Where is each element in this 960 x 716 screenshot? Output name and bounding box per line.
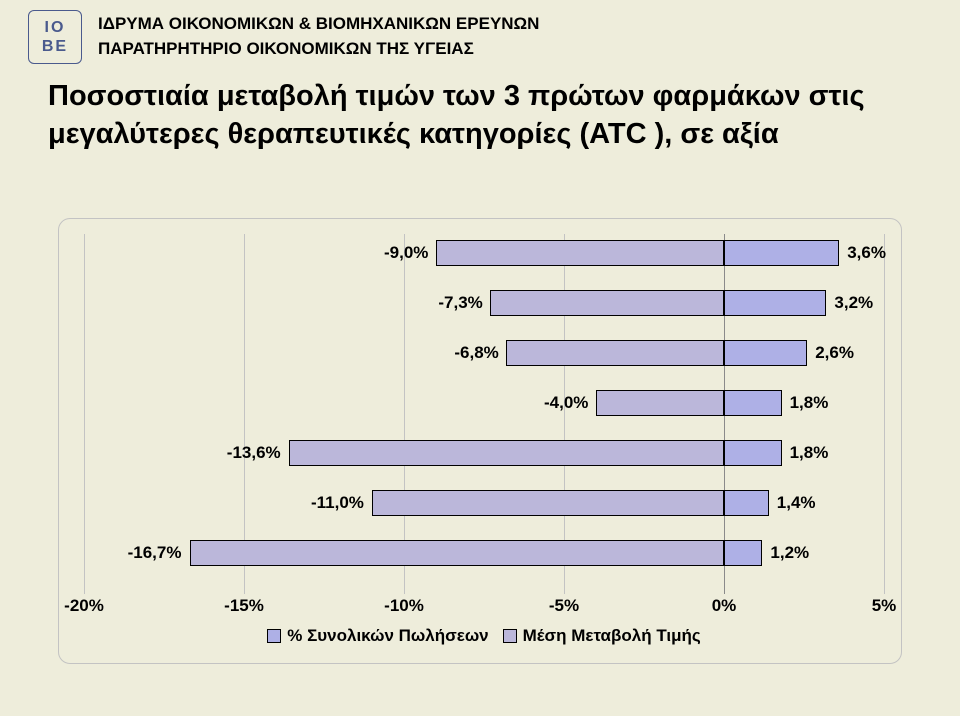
value-label-sales-A: 1,8%	[790, 440, 829, 466]
header-line-1: ΙΔΡΥΜΑ ΟΙΚΟΝΟΜΙΚΩΝ & ΒΙΟΜΗΧΑΝΙΚΩΝ ΕΡΕΥΝΩ…	[98, 12, 539, 37]
logo-line-bottom: BE	[42, 37, 68, 56]
legend-label: Μέση Μεταβολή Τιμής	[523, 626, 701, 646]
bar-sales-M	[724, 290, 826, 316]
bar-price-R	[596, 390, 724, 416]
value-label-sales-B: 3,6%	[847, 240, 886, 266]
grid-line	[884, 234, 885, 594]
logo-line-top: IO	[45, 18, 66, 37]
x-tick-label: 0%	[712, 596, 737, 616]
value-label-sales-N: 1,4%	[777, 490, 816, 516]
logo: IO BE	[28, 10, 82, 64]
bar-price-N	[372, 490, 724, 516]
header: IO BE ΙΔΡΥΜΑ ΟΙΚΟΝΟΜΙΚΩΝ & ΒΙΟΜΗΧΑΝΙΚΩΝ …	[0, 0, 960, 68]
legend-swatch	[503, 629, 517, 643]
bar-price-C	[506, 340, 724, 366]
header-texts: ΙΔΡΥΜΑ ΟΙΚΟΝΟΜΙΚΩΝ & ΒΙΟΜΗΧΑΝΙΚΩΝ ΕΡΕΥΝΩ…	[98, 10, 539, 61]
value-label-price-B: -9,0%	[384, 240, 428, 266]
value-label-price-C: -6,8%	[454, 340, 498, 366]
bar-sales-N	[724, 490, 769, 516]
legend: % Συνολικών Πωλήσεων Μέση Μεταβολή Τιμής	[84, 626, 884, 646]
bar-sales-C	[724, 340, 807, 366]
x-tick-label: -10%	[384, 596, 424, 616]
bar-price-M	[490, 290, 724, 316]
header-line-2: ΠΑΡΑΤΗΡΗΤΗΡΙΟ ΟΙΚΟΝΟΜΙΚΩΝ ΤΗΣ ΥΓΕΙΑΣ	[98, 37, 539, 62]
value-label-price-A: -13,6%	[227, 440, 281, 466]
bar-sales-A	[724, 440, 782, 466]
value-label-price-N: -11,0%	[311, 490, 364, 516]
legend-item: Μέση Μεταβολή Τιμής	[503, 626, 701, 646]
value-label-price-J: -16,7%	[128, 540, 182, 566]
bar-sales-B	[724, 240, 839, 266]
value-label-price-M: -7,3%	[438, 290, 482, 316]
bar-sales-R	[724, 390, 782, 416]
bar-sales-J	[724, 540, 762, 566]
x-tick-label: -20%	[64, 596, 104, 616]
grid-line	[84, 234, 85, 594]
value-label-sales-M: 3,2%	[834, 290, 873, 316]
page-title: Ποσοστιαία μεταβολή τιμών των 3 πρώτων φ…	[0, 68, 960, 165]
legend-swatch	[267, 629, 281, 643]
bar-price-J	[190, 540, 724, 566]
chart-plot: -20%-15%-10%-5%0%5%B3,6%-9,0%M3,2%-7,3%C…	[84, 234, 884, 594]
legend-item: % Συνολικών Πωλήσεων	[267, 626, 488, 646]
bar-price-A	[289, 440, 724, 466]
value-label-sales-C: 2,6%	[815, 340, 854, 366]
x-tick-label: 5%	[872, 596, 897, 616]
legend-label: % Συνολικών Πωλήσεων	[287, 626, 488, 646]
x-tick-label: -15%	[224, 596, 264, 616]
value-label-sales-R: 1,8%	[790, 390, 829, 416]
bar-price-B	[436, 240, 724, 266]
value-label-price-R: -4,0%	[544, 390, 588, 416]
value-label-sales-J: 1,2%	[770, 540, 809, 566]
x-tick-label: -5%	[549, 596, 579, 616]
